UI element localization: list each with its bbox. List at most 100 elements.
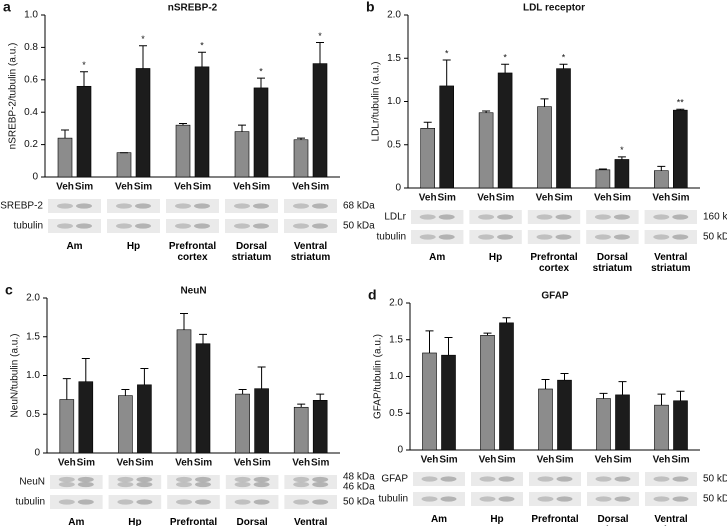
panel-letter: d — [368, 287, 377, 303]
bar — [76, 85, 92, 178]
x-tick-label: Sim — [311, 182, 329, 193]
error-bar — [502, 317, 511, 323]
error-bar — [657, 393, 666, 406]
blot-size: 48 kDa — [343, 472, 375, 483]
x-tick-label: Veh — [115, 182, 133, 193]
x-tick-label: Veh — [292, 182, 310, 193]
bar — [615, 394, 630, 451]
blot — [469, 210, 522, 224]
blot — [413, 492, 465, 506]
blot-label: nSREBP-2 — [0, 201, 43, 212]
error-bar — [140, 368, 149, 385]
error-bar — [121, 388, 130, 396]
significance: * — [562, 53, 566, 63]
region-label: Dorsal striatum — [231, 241, 272, 263]
bar — [596, 398, 611, 451]
significance: * — [82, 60, 86, 70]
region-label: Am — [430, 514, 448, 525]
x-tick-label: Sim — [671, 455, 689, 466]
blot — [645, 492, 697, 506]
blot-size: 46 kDa — [343, 482, 375, 493]
blot-size: 50 kDa — [703, 474, 727, 485]
y-axis-label: LDLr/tubulin (a.u.) — [371, 61, 382, 141]
bar — [78, 381, 94, 454]
y-tick-label: 0.5 — [389, 408, 403, 419]
x-tick-label: Sim — [554, 193, 572, 204]
error-bar — [316, 42, 324, 64]
x-tick-label: Veh — [174, 182, 192, 193]
bar — [654, 404, 669, 451]
x-tick-label: Veh — [594, 193, 612, 204]
bar — [557, 379, 572, 451]
bar — [497, 72, 513, 189]
blot — [167, 495, 220, 509]
x-tick-label: Veh — [58, 458, 76, 469]
error-bar — [257, 366, 266, 389]
error-bar — [442, 59, 451, 86]
error-bar — [425, 330, 434, 353]
significance: * — [445, 48, 449, 58]
bar — [254, 388, 269, 454]
blot — [644, 210, 697, 224]
x-tick-label: Veh — [653, 455, 671, 466]
error-bar — [257, 77, 265, 88]
y-tick-label: 0 — [395, 183, 401, 194]
x-tick-label: Sim — [613, 193, 631, 204]
error-bar — [444, 337, 453, 356]
bar — [595, 169, 611, 189]
error-bar — [297, 137, 305, 140]
blot — [284, 475, 337, 489]
blot-size: 160 kDa — [703, 212, 727, 223]
x-tick-label: Sim — [311, 458, 329, 469]
region-label: Prefrontal cortex — [169, 517, 218, 526]
region-label: Dorsal striatum — [236, 517, 268, 526]
blot — [107, 219, 160, 233]
bar — [175, 124, 191, 178]
x-tick-label: Veh — [421, 455, 439, 466]
error-bar — [179, 123, 187, 126]
error-bar — [238, 388, 247, 395]
error-bar — [61, 129, 69, 139]
x-tick-label: Veh — [292, 458, 310, 469]
bar — [478, 112, 494, 189]
chart-title: nSREBP-2 — [168, 3, 218, 14]
blot — [166, 219, 219, 233]
blot — [411, 230, 464, 244]
blot — [225, 495, 279, 509]
bar — [312, 399, 328, 454]
y-tick-label: 1.5 — [26, 331, 40, 342]
x-tick-label: Veh — [479, 455, 497, 466]
y-tick-label: 0.2 — [24, 139, 38, 150]
x-tick-label: Sim — [252, 458, 270, 469]
bar — [194, 66, 210, 178]
bar — [293, 139, 309, 178]
bar — [235, 393, 250, 454]
x-tick-label: Sim — [613, 455, 631, 466]
blot — [471, 492, 523, 506]
chart-title: LDL receptor — [523, 3, 585, 14]
y-tick-label: 1.0 — [24, 10, 38, 21]
region-label: Dorsal striatum — [592, 252, 633, 274]
bar — [672, 109, 688, 189]
blot — [587, 492, 639, 506]
y-tick-label: 0.8 — [24, 42, 38, 53]
significance: * — [141, 34, 145, 44]
error-bar — [676, 390, 685, 401]
region-label: Prefrontal cortex — [531, 514, 579, 526]
x-tick-label: Sim — [497, 455, 515, 466]
y-tick-label: 2.0 — [387, 10, 401, 21]
blot — [50, 475, 103, 489]
panel-letter: a — [3, 0, 11, 15]
region-label: Ventral striatum — [651, 514, 690, 526]
error-bar — [559, 63, 568, 69]
error-bar — [238, 124, 246, 132]
y-tick-label: 1.0 — [389, 371, 403, 382]
error-bar — [540, 98, 549, 107]
significance: ** — [677, 98, 685, 108]
bar — [441, 354, 456, 451]
blot — [284, 199, 337, 213]
error-bar — [676, 108, 685, 111]
bar — [653, 170, 669, 189]
x-tick-label: Sim — [555, 455, 573, 466]
y-axis-label: GFAP/tubulin (a.u.) — [373, 334, 384, 419]
